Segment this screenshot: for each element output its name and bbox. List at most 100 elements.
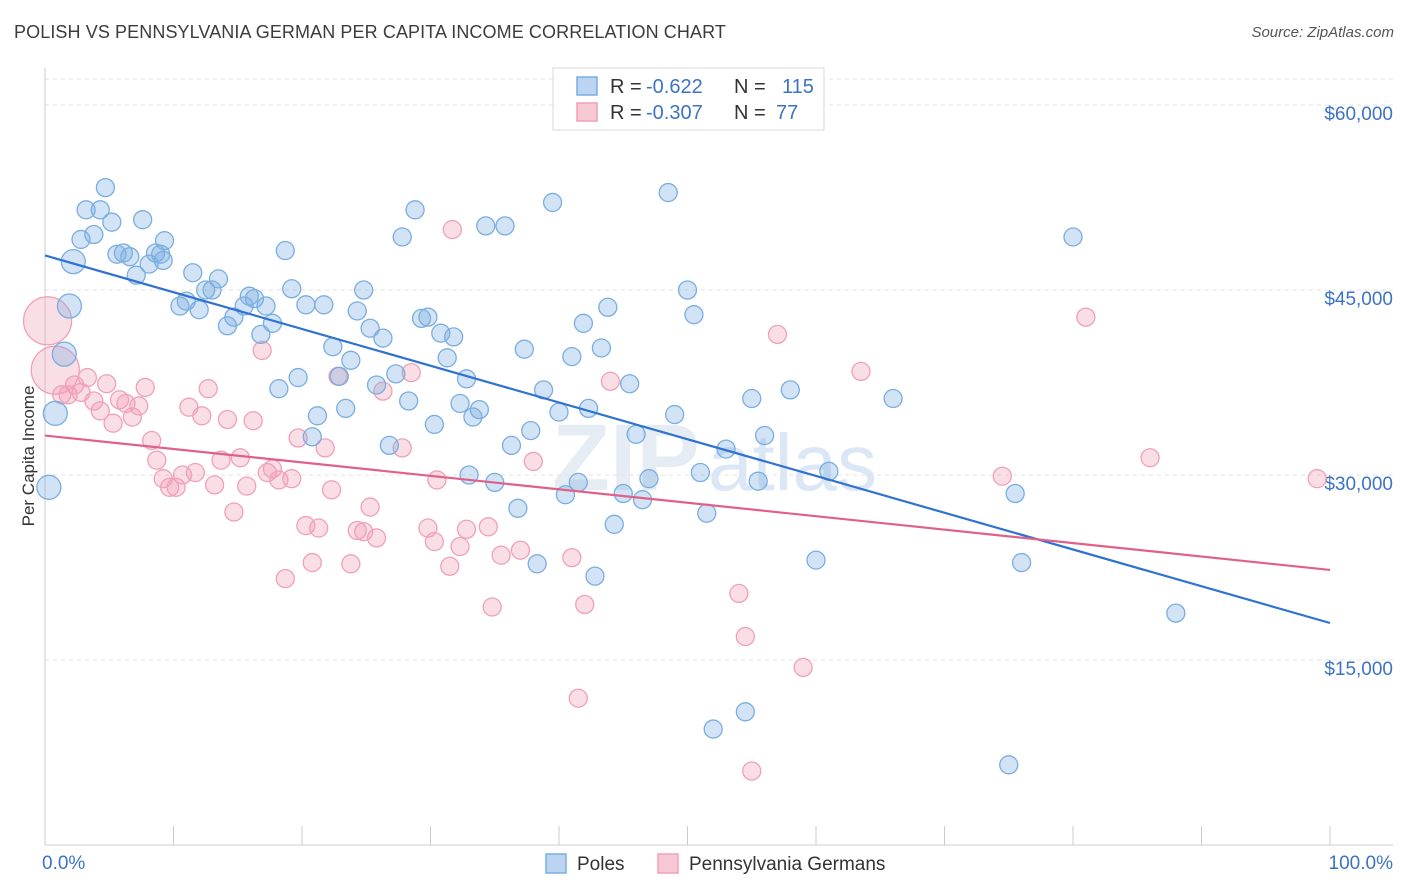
pa-germans-point-26 xyxy=(204,475,225,495)
poles-point-31 xyxy=(244,288,265,309)
poles-point-67 xyxy=(476,216,496,236)
poles-point-40 xyxy=(302,427,322,447)
poles-point-3 xyxy=(56,293,83,319)
poles-point-42 xyxy=(314,295,334,315)
poles-point-84 xyxy=(591,338,612,358)
bottom-legend-swatch-poles xyxy=(545,853,567,874)
pa-germans-point-37 xyxy=(275,568,295,589)
poles-point-85 xyxy=(598,297,618,317)
poles-point-66 xyxy=(469,399,489,420)
poles-point-94 xyxy=(677,280,698,300)
bottom-legend-label-poles: Poles xyxy=(577,854,625,875)
poles-point-56 xyxy=(405,200,425,220)
poles-point-13 xyxy=(120,247,140,267)
pa-germans-point-68 xyxy=(575,594,595,615)
poles-point-0 xyxy=(36,474,62,500)
pa-germans-point-32 xyxy=(243,411,263,431)
y-tick-label-2: $45,000 xyxy=(1324,289,1393,310)
poles-point-92 xyxy=(658,182,678,203)
pa-germans-point-63 xyxy=(491,545,511,565)
poles-point-97 xyxy=(697,503,717,523)
poles-point-47 xyxy=(347,301,367,321)
legend-r-label-2: R = xyxy=(610,102,642,124)
pa-germans-point-46 xyxy=(341,554,361,574)
poles-point-79 xyxy=(562,346,582,367)
legend-n-label-2: N = xyxy=(734,102,766,124)
legend-n-label-1: N = xyxy=(734,76,766,98)
pa-germans-point-13 xyxy=(122,407,143,427)
bottom-legend-label-pa-germans: Pennsylvania Germans xyxy=(689,854,885,875)
poles-point-9 xyxy=(95,177,116,198)
poles-point-102 xyxy=(748,471,768,491)
poles-point-41 xyxy=(307,406,328,426)
pa-germans-point-57 xyxy=(440,556,460,576)
poles-trend-line xyxy=(44,254,1331,625)
pa-germans-point-55 xyxy=(424,531,445,552)
poles-point-89 xyxy=(626,424,646,444)
pa-germans-point-14 xyxy=(129,396,149,416)
poles-point-77 xyxy=(549,402,569,422)
pa-germans-point-47 xyxy=(347,520,367,541)
pa-germans-point-78 xyxy=(1140,448,1160,468)
poles-point-101 xyxy=(742,388,762,409)
watermark-atlas: atlas xyxy=(708,418,877,507)
poles-point-113 xyxy=(153,250,173,271)
poles-point-71 xyxy=(508,498,528,518)
poles-point-104 xyxy=(780,380,800,400)
poles-point-10 xyxy=(102,212,122,232)
bottom-legend-swatch-pa-germans xyxy=(657,853,679,874)
pa-germans-point-9 xyxy=(97,374,117,394)
pa-germans-point-7 xyxy=(84,391,104,411)
pa-germans-point-71 xyxy=(735,626,755,647)
pa-germans-point-42 xyxy=(309,518,329,538)
poles-point-46 xyxy=(341,350,361,370)
poles-point-112 xyxy=(1166,603,1186,623)
pa-germans-point-56 xyxy=(427,470,447,490)
y-tick-label-0: $15,000 xyxy=(1324,659,1393,680)
poles-point-51 xyxy=(373,328,393,348)
pa-germans-point-28 xyxy=(217,409,238,430)
poles-point-54 xyxy=(392,227,412,247)
pa-germans-point-31 xyxy=(237,476,257,496)
pa-germans-point-44 xyxy=(321,480,342,500)
poles-point-107 xyxy=(883,388,903,409)
pa-germans-point-76 xyxy=(992,466,1012,486)
poles-point-69 xyxy=(495,216,515,236)
poles-point-36 xyxy=(275,240,295,261)
poles-point-91 xyxy=(639,469,659,489)
poles-point-83 xyxy=(585,566,605,586)
pa-germans-point-49 xyxy=(360,497,380,517)
poles-point-1 xyxy=(42,400,68,426)
pa-germans-point-43 xyxy=(315,438,335,458)
poles-point-93 xyxy=(665,404,685,425)
poles-point-72 xyxy=(514,339,534,359)
poles-point-105 xyxy=(806,550,826,570)
pa-germans-point-30 xyxy=(230,448,250,468)
legend-n-value-2: 77 xyxy=(776,102,798,124)
pa-germans-point-75 xyxy=(851,361,871,382)
y-tick-label-1: $30,000 xyxy=(1324,474,1393,495)
poles-point-63 xyxy=(450,393,470,414)
poles-point-44 xyxy=(329,366,349,386)
legend-n-value-1: 115 xyxy=(782,76,814,98)
poles-point-61 xyxy=(437,348,457,368)
x-tick-label-left: 0.0% xyxy=(42,853,85,874)
pa-germans-point-16 xyxy=(142,430,162,451)
poles-point-48 xyxy=(354,280,374,300)
legend-swatch-pa-germans xyxy=(576,102,598,122)
poles-point-39 xyxy=(296,295,316,315)
poles-point-110 xyxy=(1011,552,1032,573)
poles-point-80 xyxy=(568,472,588,493)
poles-point-111 xyxy=(1063,227,1083,247)
chart-title: POLISH VS PENNSYLVANIA GERMAN PER CAPITA… xyxy=(14,22,726,42)
pa-germans-point-65 xyxy=(523,451,543,472)
poles-point-49 xyxy=(360,318,380,338)
x-tick-label-right: 100.0% xyxy=(1329,853,1394,874)
pa-germans-point-60 xyxy=(456,519,477,539)
y-axis-label: Per Capita Income xyxy=(19,386,38,527)
poles-point-88 xyxy=(620,374,640,394)
poles-point-35 xyxy=(269,379,289,399)
poles-point-52 xyxy=(379,435,400,456)
bottom-legend: Poles Pennsylvania Germans xyxy=(545,853,885,875)
poles-point-74 xyxy=(527,554,547,574)
